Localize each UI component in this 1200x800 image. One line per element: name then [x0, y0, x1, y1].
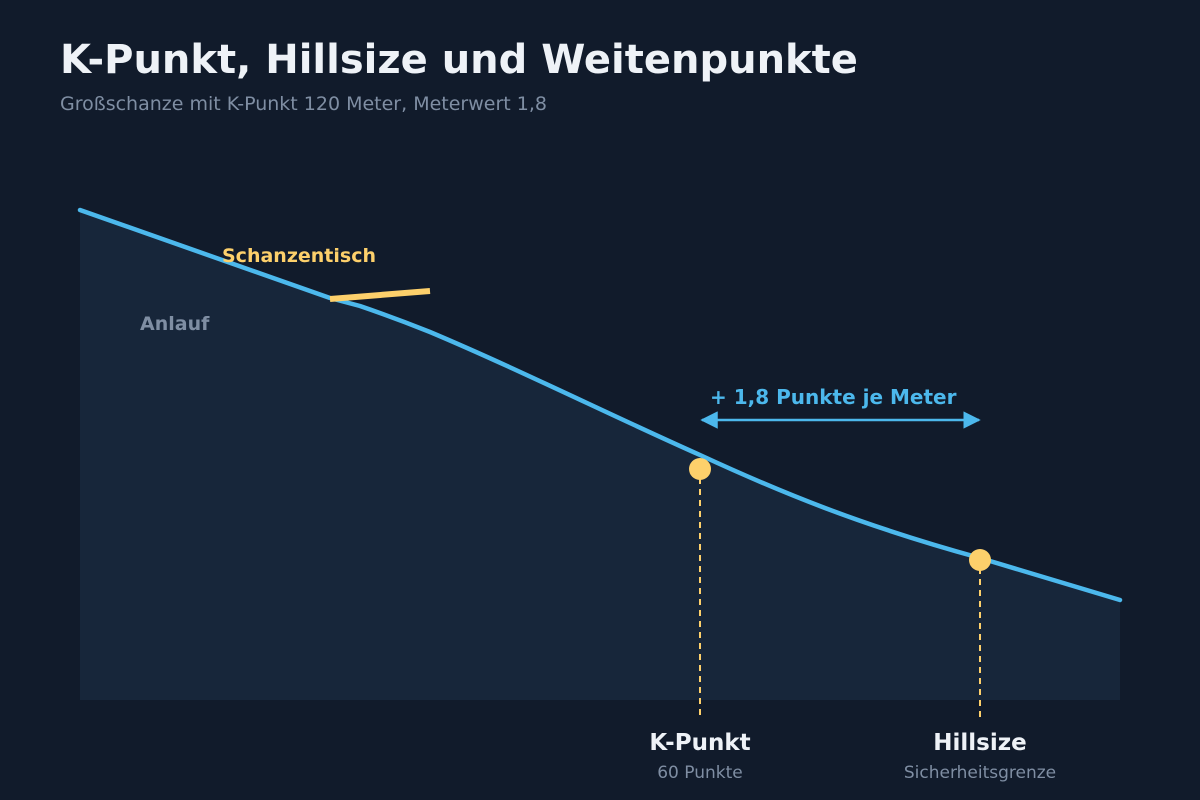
k-point-points: 60 Punkte	[657, 763, 743, 783]
slope-profile-line	[77, 207, 1123, 603]
hill-size-label: Hillsize	[933, 730, 1026, 756]
takeoff-table-label: Schanzentisch	[222, 245, 376, 267]
takeoff-table-line	[329, 288, 431, 302]
hill-size-sublabel: Sicherheitsgrenze	[904, 763, 1056, 783]
k-point-label: K-Punkt	[649, 730, 750, 756]
k-point-marker	[689, 458, 711, 480]
slope-area	[80, 210, 1120, 700]
hill-size-marker	[969, 549, 991, 571]
page-title: K-Punkt, Hillsize und Weitenpunkte	[60, 37, 858, 83]
per-meter-label: + 1,8 Punkte je Meter	[710, 385, 957, 409]
page-subtitle: Großschanze mit K-Punkt 120 Meter, Meter…	[60, 93, 547, 115]
inrun-label: Anlauf	[140, 313, 210, 335]
